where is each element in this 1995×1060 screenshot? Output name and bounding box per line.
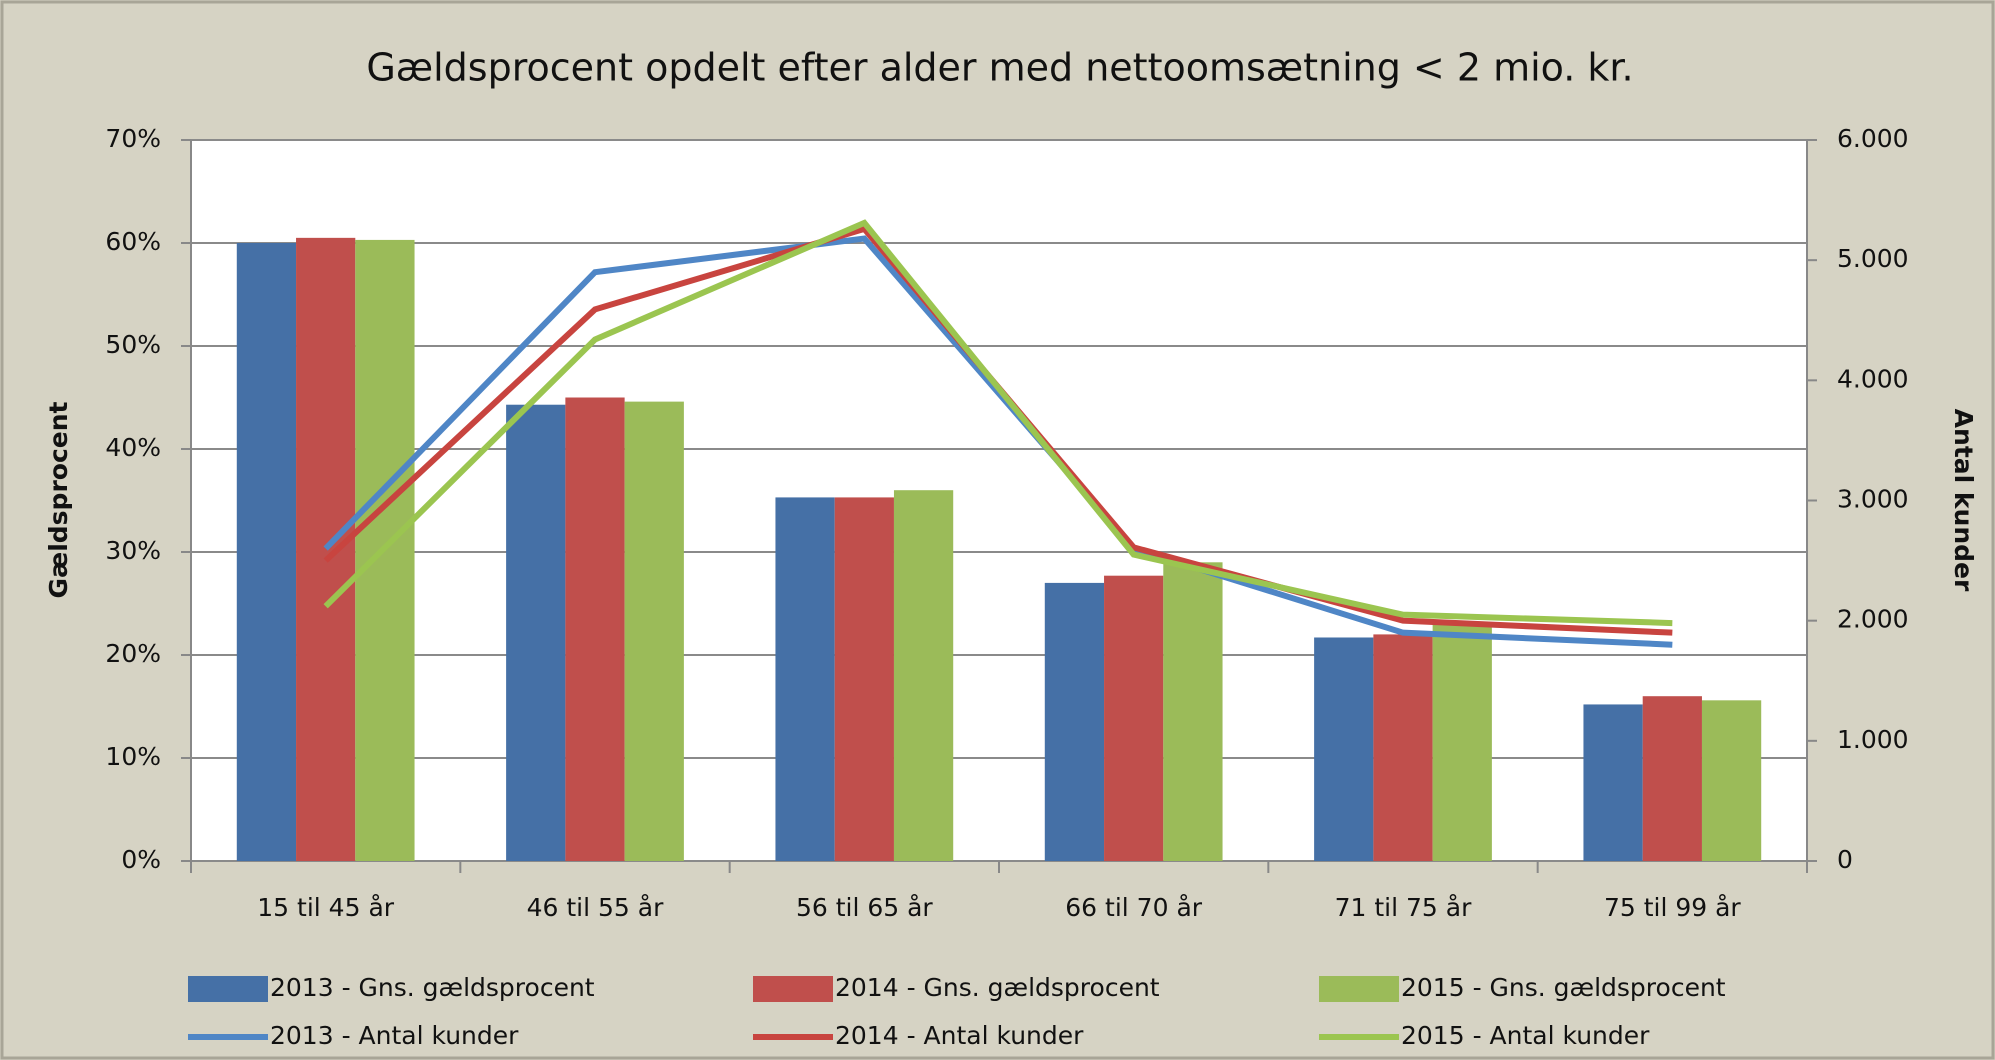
bar xyxy=(1701,700,1762,861)
bar xyxy=(236,243,297,861)
y2-tick-label: 6.000 xyxy=(1837,124,1909,153)
bar xyxy=(1314,637,1374,861)
x-tick-label: 15 til 45 år xyxy=(257,893,394,922)
bar xyxy=(1373,634,1433,861)
plot-area xyxy=(191,140,1807,861)
chart-title: Gældsprocent opdelt efter alder med nett… xyxy=(366,46,1633,90)
x-tick-label: 66 til 70 år xyxy=(1065,893,1202,922)
y-tick-label: 10% xyxy=(105,742,161,771)
y2-tick-label: 0 xyxy=(1837,845,1853,874)
y2-tick-label: 4.000 xyxy=(1837,364,1909,393)
legend-label: 2015 - Gns. gældsprocent xyxy=(1401,973,1726,1002)
y2-axis-title: Antal kunder xyxy=(1949,409,1978,592)
y2-tick-label: 1.000 xyxy=(1837,725,1909,754)
bar xyxy=(1044,582,1105,861)
bar xyxy=(1163,562,1223,861)
bar xyxy=(624,401,684,861)
legend-label: 2013 - Gns. gældsprocent xyxy=(270,973,595,1002)
legend-label: 2015 - Antal kunder xyxy=(1401,1021,1650,1050)
bar xyxy=(1642,696,1702,861)
bar xyxy=(1432,624,1492,861)
y-axis-title: Gældsprocent xyxy=(44,401,73,598)
x-tick-label: 71 til 75 år xyxy=(1335,893,1472,922)
y-tick-label: 0% xyxy=(121,845,161,874)
y-tick-label: 40% xyxy=(105,433,161,462)
bar xyxy=(565,397,625,861)
bar xyxy=(1583,704,1643,861)
legend-label: 2013 - Antal kunder xyxy=(270,1021,519,1050)
y2-tick-label: 5.000 xyxy=(1837,244,1909,273)
bar xyxy=(775,497,835,861)
legend-swatch xyxy=(1319,976,1399,1002)
x-tick-label: 56 til 65 år xyxy=(796,893,933,922)
y-tick-label: 30% xyxy=(105,536,161,565)
bar xyxy=(296,237,356,862)
y2-tick-label: 2.000 xyxy=(1837,605,1909,634)
bar xyxy=(506,404,566,861)
y-tick-label: 70% xyxy=(105,124,161,153)
bar xyxy=(893,490,954,861)
y-tick-label: 20% xyxy=(105,639,161,668)
bar xyxy=(834,497,894,861)
x-tick-label: 75 til 99 år xyxy=(1604,893,1741,922)
bar xyxy=(1104,575,1164,861)
line xyxy=(323,235,1673,648)
legend-swatch xyxy=(188,976,268,1002)
legend-label: 2014 - Gns. gældsprocent xyxy=(835,973,1160,1002)
y-tick-label: 50% xyxy=(105,330,161,359)
y-tick-label: 60% xyxy=(105,227,161,256)
legend-swatch xyxy=(753,976,833,1002)
line xyxy=(323,219,1673,627)
legend-label: 2014 - Antal kunder xyxy=(835,1021,1084,1050)
y2-tick-label: 3.000 xyxy=(1837,485,1909,514)
x-tick-label: 46 til 55 år xyxy=(527,893,664,922)
